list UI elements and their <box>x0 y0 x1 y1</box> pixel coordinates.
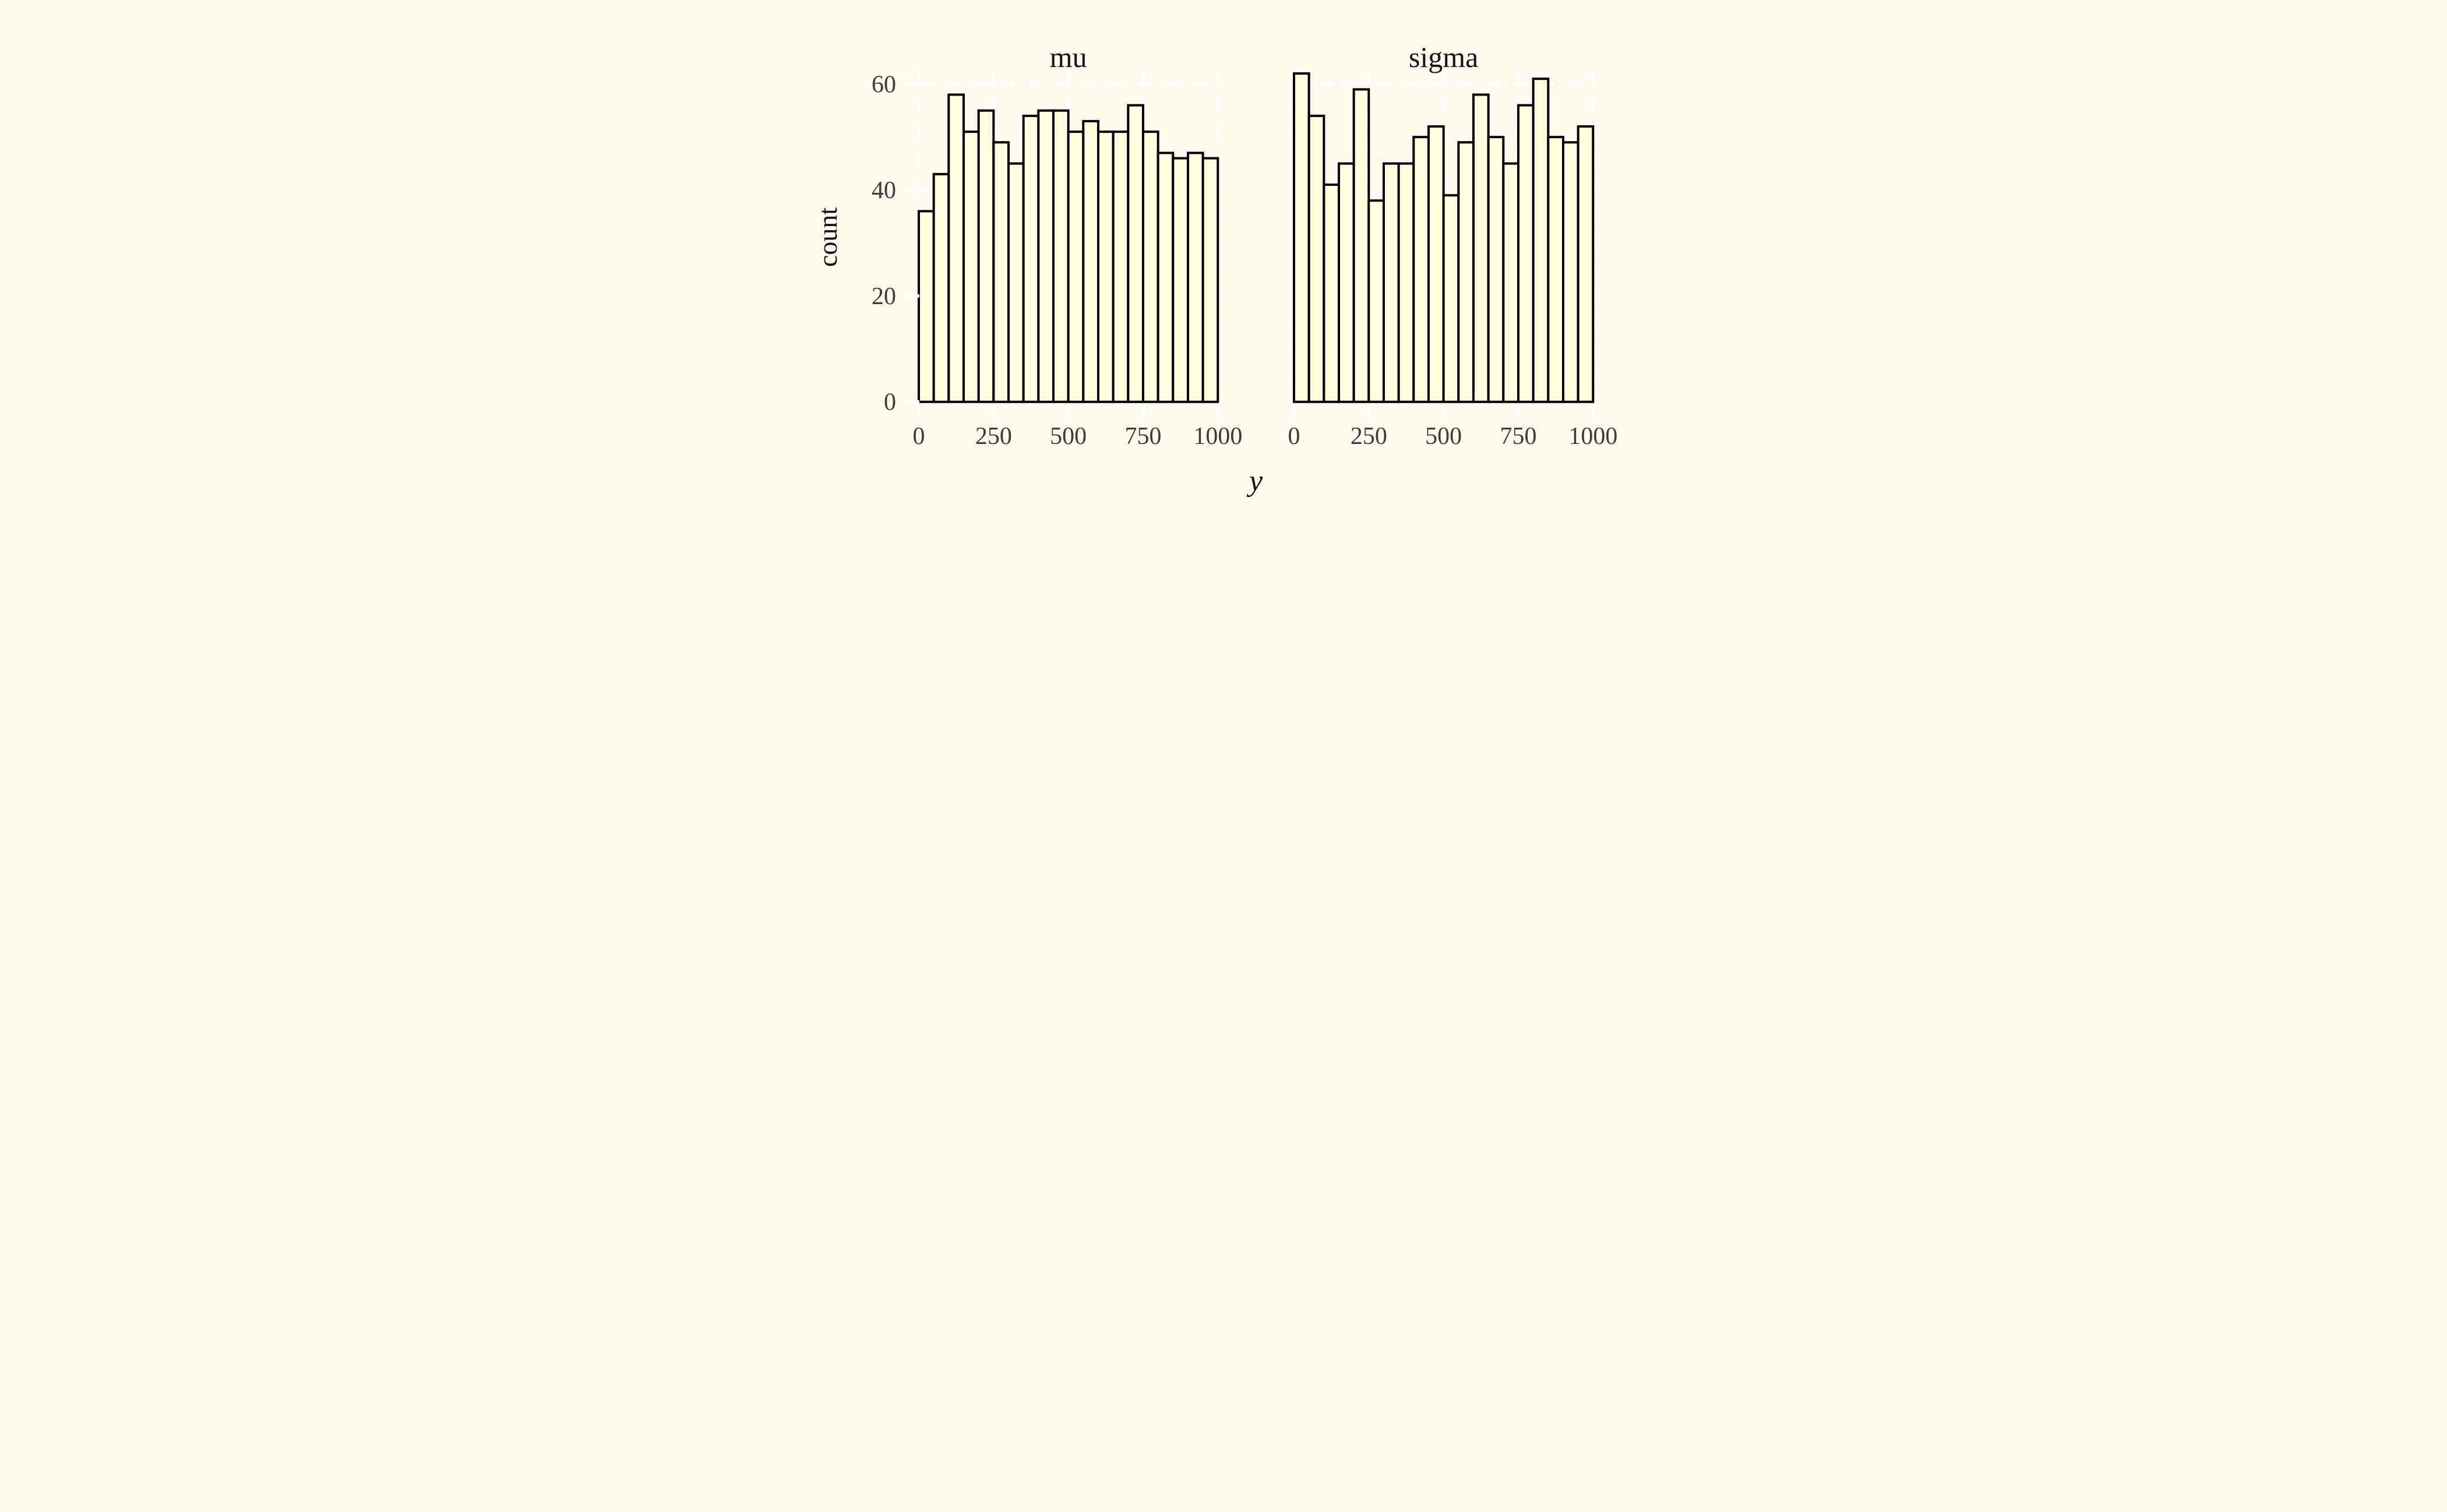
histogram-bar <box>1052 109 1070 403</box>
x-tick-label: 1000 <box>1193 423 1242 450</box>
histogram-bar <box>1067 131 1085 403</box>
x-tick-label: 500 <box>1425 423 1462 450</box>
histogram-bar <box>1337 162 1355 403</box>
histogram-bar <box>1397 162 1415 403</box>
histogram-bar <box>992 141 1010 403</box>
histogram-bar <box>977 109 995 403</box>
histogram-bar <box>1472 93 1490 403</box>
x-axis-tick <box>1216 405 1220 418</box>
x-tick-label: 250 <box>975 423 1012 450</box>
y-tick-label: 60 <box>872 71 896 98</box>
panel-title: mu <box>1050 41 1087 73</box>
histogram-bar <box>1352 88 1370 403</box>
x-axis-tick <box>917 405 921 418</box>
histograms-svg: 0 250 500 750 1000 mu 0 250 500 750 1000 sigma 0 20 40… <box>816 0 1631 504</box>
histogram-bar <box>1141 131 1159 403</box>
y-tick-label: 40 <box>872 177 896 204</box>
x-tick-label: 500 <box>1050 423 1087 450</box>
histogram-bar <box>1307 114 1325 403</box>
histogram-bar <box>1561 141 1579 403</box>
y-tick-label: 20 <box>872 283 896 310</box>
histogram-bar <box>1037 109 1055 403</box>
histogram-bar <box>1201 157 1219 403</box>
histogram-bar <box>1007 162 1025 403</box>
histogram-bar <box>1382 162 1400 403</box>
y-axis-tick <box>904 82 919 86</box>
histogram-bar <box>1532 77 1550 403</box>
y-axis-tick <box>904 400 919 404</box>
x-tick-label: 250 <box>1351 423 1387 450</box>
x-tick-label: 0 <box>1288 423 1300 450</box>
histogram-bar <box>932 172 950 403</box>
histogram-bar <box>1502 162 1519 403</box>
y-axis-tick <box>904 294 919 298</box>
x-axis-tick <box>1517 405 1520 418</box>
y-axis-label: count <box>816 207 842 267</box>
y-tick-label: 0 <box>884 389 896 416</box>
x-tick-label: 750 <box>1124 423 1161 450</box>
histogram-bar <box>1442 194 1460 403</box>
histogram-bar <box>1082 119 1099 403</box>
x-axis-tick <box>1141 405 1145 418</box>
figure: 0 250 500 750 1000 mu 0 250 500 750 1000 sigma 0 20 40… <box>816 0 1631 504</box>
histogram-bar <box>1547 136 1564 403</box>
histogram-bar <box>1096 131 1115 403</box>
x-axis-label: y <box>1246 464 1263 498</box>
x-axis-tick <box>1066 405 1070 418</box>
histogram-bar <box>1112 131 1130 403</box>
x-axis-tick <box>1441 405 1445 418</box>
histogram-bar <box>1156 151 1175 403</box>
x-tick-label: 1000 <box>1568 423 1617 450</box>
x-axis-tick <box>1367 405 1371 418</box>
histogram-bar <box>1367 199 1385 403</box>
histogram-bar <box>1577 125 1595 403</box>
histogram-bar <box>1427 125 1445 403</box>
panel-title: sigma <box>1409 41 1478 73</box>
y-axis-tick <box>904 188 919 192</box>
histogram-bar <box>947 93 965 403</box>
x-axis-tick <box>1591 405 1595 418</box>
histogram-bar <box>1293 72 1310 403</box>
x-axis-tick <box>992 405 996 418</box>
histogram-bar <box>1412 136 1430 403</box>
histogram-bar <box>1487 136 1505 403</box>
histogram-bar <box>1517 104 1535 403</box>
histogram-bar <box>918 210 935 403</box>
histogram-bar <box>1457 141 1475 403</box>
x-axis-tick <box>1292 405 1296 418</box>
histogram-bar <box>962 131 980 403</box>
histogram-bar <box>1022 114 1040 403</box>
histogram-bar <box>1186 151 1204 403</box>
histogram-bar <box>1172 157 1189 403</box>
histogram-bar <box>1127 104 1144 403</box>
histogram-bar <box>1323 184 1340 403</box>
x-tick-label: 0 <box>913 423 925 450</box>
x-tick-label: 750 <box>1500 423 1536 450</box>
